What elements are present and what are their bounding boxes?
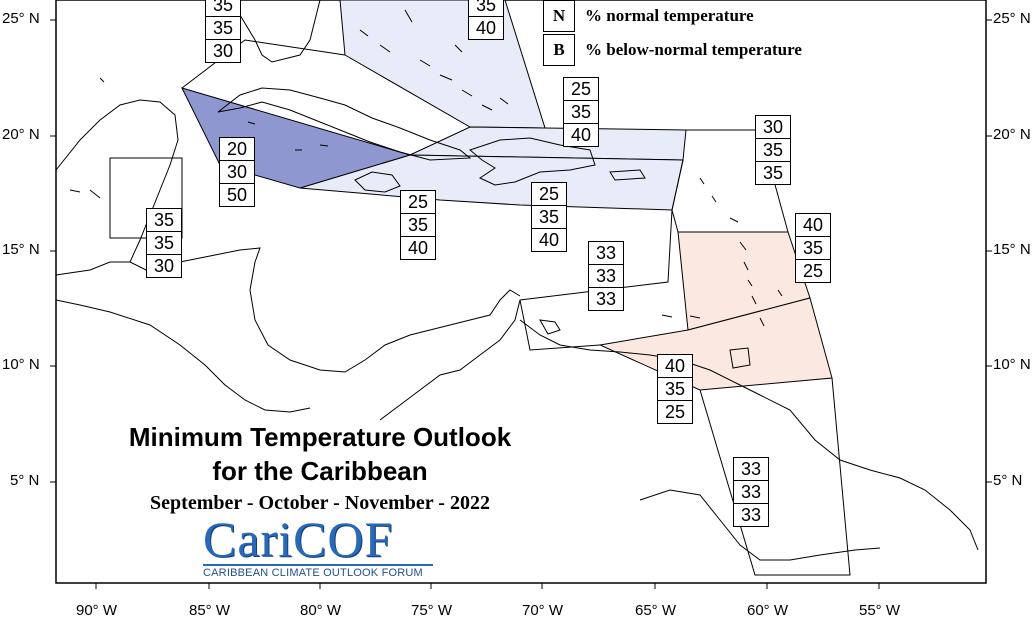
- prob-value: 33: [734, 480, 768, 503]
- map-frame: [55, 0, 987, 584]
- lon-label-90: 90° W: [76, 602, 118, 619]
- map-title-line2: for the Caribbean: [212, 456, 428, 486]
- prob-value: 35: [401, 213, 435, 236]
- prob-value: 25: [570, 79, 592, 99]
- caricof-logo: CariCOF CARIBBEAN CLIMATE OUTLOOK FORUM: [203, 514, 433, 579]
- lon-label-70: 70° W: [522, 602, 564, 619]
- legend-label-normal: % normal temperature: [585, 6, 754, 25]
- prob-value: 40: [802, 215, 824, 235]
- lon-label-65: 65° W: [635, 602, 677, 619]
- prob-value: 25: [658, 400, 692, 423]
- lat-label-left-15: 15° N: [2, 241, 40, 258]
- axis-ticks: [50, 19, 992, 589]
- prob-value: 33: [589, 287, 623, 310]
- prob-box-belize: 35 35 30: [146, 208, 182, 278]
- lat-label-right-5: 5° N: [993, 472, 1023, 489]
- prob-value: 40: [469, 16, 503, 39]
- zone-bahamas: [339, 0, 546, 129]
- lat-label-right-20: 20° N: [993, 126, 1031, 143]
- prob-value: 25: [796, 259, 830, 282]
- prob-value: 35: [564, 100, 598, 123]
- lat-label-right-10: 10° N: [993, 356, 1031, 373]
- map-title-block: Minimum Temperature Outlook for the Cari…: [70, 420, 570, 515]
- prob-value: 40: [401, 236, 435, 259]
- legend-row-normal: N % normal temperature: [543, 0, 754, 32]
- prob-value: 40: [564, 123, 598, 146]
- prob-value: 25: [538, 184, 560, 204]
- lon-label-60: 60° W: [747, 602, 789, 619]
- prob-box-jamaica: 25 35 40: [400, 190, 436, 260]
- lon-label-80: 80° W: [300, 602, 342, 619]
- caricof-logo-subtitle: CARIBBEAN CLIMATE OUTLOOK FORUM: [203, 564, 433, 579]
- prob-value: 35: [796, 236, 830, 259]
- prob-value: 35: [756, 138, 790, 161]
- prob-value: 35: [212, 0, 234, 15]
- prob-value: 50: [220, 183, 254, 206]
- lon-label-75: 75° W: [411, 602, 453, 619]
- map-title: Minimum Temperature Outlook: [128, 422, 512, 452]
- lat-label-right-15: 15° N: [993, 241, 1031, 258]
- prob-value: 30: [206, 39, 240, 62]
- prob-box-leeward-north: 30 35 35: [755, 115, 791, 185]
- lat-label-left-10: 10° N: [2, 356, 40, 373]
- prob-value: 30: [147, 254, 181, 277]
- lat-label-left-5: 5° N: [10, 472, 40, 489]
- legend-label-below: % below-normal temperature: [585, 40, 802, 59]
- prob-box-guianas: 33 33 33: [733, 457, 769, 527]
- coastlines: [55, 0, 979, 561]
- prob-value: 20: [226, 139, 248, 159]
- prob-value: 35: [532, 205, 566, 228]
- prob-value: 35: [147, 231, 181, 254]
- prob-value: 35: [475, 0, 497, 15]
- prob-box-windward-east: 40 35 25: [795, 213, 831, 283]
- lon-label-55: 55° W: [859, 602, 901, 619]
- prob-value: 33: [595, 243, 617, 263]
- legend-key-n: N: [543, 0, 575, 32]
- prob-value: 35: [756, 161, 790, 184]
- prob-value: 35: [153, 210, 175, 230]
- prob-box-bahamas: 35 40: [468, 0, 504, 40]
- prob-box-cayman-jamaica-west: 20 30 50: [219, 137, 255, 207]
- prob-box-abc-islands: 33 33 33: [588, 241, 624, 311]
- prob-value: 30: [762, 117, 784, 137]
- legend-row-below: B % below-normal temperature: [543, 34, 802, 66]
- prob-value: 35: [658, 377, 692, 400]
- prob-value: 40: [664, 356, 686, 376]
- prob-value: 25: [407, 192, 429, 212]
- lat-label-left-20: 20° N: [2, 126, 40, 143]
- prob-value: 33: [740, 459, 762, 479]
- legend-key-b: B: [543, 34, 575, 66]
- prob-box-northwest-bahamas-cuba: 35 35 30: [205, 0, 241, 63]
- prob-box-turks-caicos: 25 35 40: [563, 77, 599, 147]
- prob-box-trinidad-tobago: 40 35 25: [657, 354, 693, 424]
- zone-turks-hispaniola: [409, 126, 687, 161]
- prob-value: 33: [734, 503, 768, 526]
- prob-value: 35: [206, 16, 240, 39]
- lat-label-right-25: 25° N: [993, 10, 1031, 27]
- lat-label-left-25: 25° N: [2, 10, 40, 27]
- prob-box-hispaniola: 25 35 40: [531, 182, 567, 252]
- lon-label-85: 85° W: [189, 602, 231, 619]
- prob-value: 40: [532, 228, 566, 251]
- prob-value: 30: [220, 160, 254, 183]
- map-period: September - October - November - 2022: [150, 492, 490, 514]
- caricof-logo-name: CariCOF: [203, 511, 394, 567]
- prob-value: 33: [589, 264, 623, 287]
